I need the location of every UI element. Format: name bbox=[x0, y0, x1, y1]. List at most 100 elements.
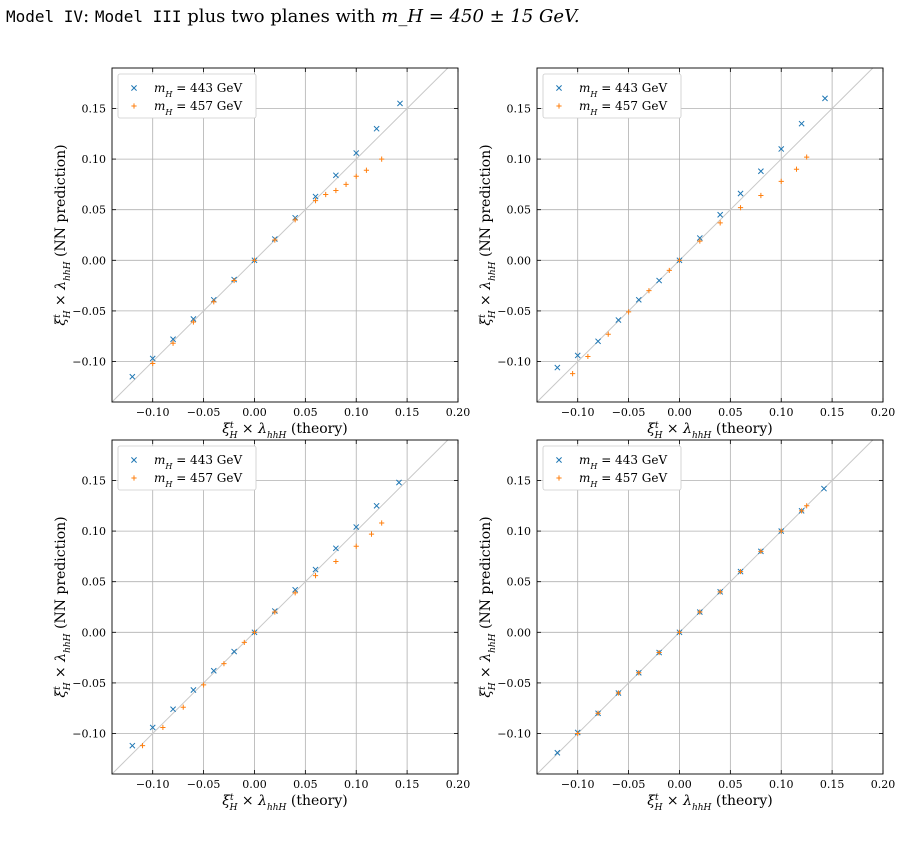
data-point-457 bbox=[575, 730, 581, 737]
x-tick-label: 0.05 bbox=[293, 778, 318, 791]
data-point-457 bbox=[737, 568, 744, 575]
caption-model-label: Model IV bbox=[6, 7, 84, 26]
data-point-443 bbox=[554, 749, 561, 756]
data-point-457 bbox=[180, 704, 186, 710]
data-point-457 bbox=[312, 197, 319, 204]
y-tick-label: 0.10 bbox=[82, 525, 107, 538]
data-point-443 bbox=[717, 211, 724, 218]
data-point-457 bbox=[312, 573, 319, 579]
data-point-457 bbox=[793, 166, 800, 172]
data-point-443 bbox=[170, 706, 177, 713]
data-point-457 bbox=[251, 629, 258, 635]
data-point-443 bbox=[353, 150, 360, 156]
y-tick-label: 0.15 bbox=[507, 102, 532, 115]
y-tick-label: −0.05 bbox=[497, 305, 531, 318]
legend-box bbox=[117, 445, 257, 491]
plot-frame bbox=[111, 439, 459, 775]
x-tick-label: 0.05 bbox=[718, 778, 743, 791]
diagonal-line bbox=[111, 67, 449, 403]
x-tick-label: −0.05 bbox=[612, 778, 646, 791]
data-point-457 bbox=[697, 238, 703, 244]
data-point-457 bbox=[292, 217, 298, 223]
data-point-457 bbox=[758, 548, 764, 554]
x-tick-label: −0.05 bbox=[187, 778, 221, 791]
data-point-457 bbox=[251, 257, 258, 263]
data-point-443 bbox=[798, 120, 805, 127]
y-tick-label: 0.00 bbox=[82, 254, 107, 267]
legend-label-457: mH = 457 GeV bbox=[154, 471, 242, 489]
data-point-443 bbox=[778, 146, 785, 152]
x-axis-label: ξt H × λhhH (theory) bbox=[222, 421, 348, 441]
data-point-443 bbox=[822, 95, 828, 102]
data-point-457 bbox=[798, 508, 805, 514]
caption-text: plus two planes with bbox=[181, 6, 382, 27]
y-tick-label: 0.15 bbox=[507, 474, 532, 487]
data-point-457 bbox=[323, 191, 329, 198]
data-point-443 bbox=[595, 338, 602, 345]
data-point-443 bbox=[332, 172, 339, 179]
data-point-457 bbox=[595, 710, 601, 716]
chart-panel-3: −0.10 −0.05 0.00 0.05 0.10 0.15 0.20 −0.10 −0.05… bbox=[53, 439, 471, 813]
data-point-457 bbox=[646, 288, 652, 294]
data-point-443 bbox=[170, 336, 177, 343]
data-point-457 bbox=[717, 589, 723, 595]
legend-box bbox=[542, 73, 682, 119]
data-point-443 bbox=[210, 667, 217, 674]
y-tick-label: −0.10 bbox=[72, 728, 106, 741]
data-point-443 bbox=[373, 125, 380, 132]
data-point-443 bbox=[574, 352, 581, 359]
data-point-443 bbox=[396, 479, 402, 486]
y-tick-label: 0.10 bbox=[507, 525, 532, 538]
legend-label-443: mH = 443 GeV bbox=[579, 453, 667, 471]
legend-marker-457 bbox=[556, 103, 562, 109]
x-tick-label: −0.10 bbox=[561, 406, 595, 419]
data-point-457 bbox=[272, 237, 278, 243]
data-point-457 bbox=[605, 331, 611, 337]
y-axis-label: ξtH × λhhH (NN prediction) bbox=[478, 516, 498, 697]
y-axis-label: ξtH × λhhH (NN prediction) bbox=[53, 144, 73, 325]
data-point-443 bbox=[231, 648, 238, 655]
data-point-457 bbox=[139, 743, 146, 749]
data-point-443 bbox=[129, 373, 136, 380]
legend-label-443: mH = 443 GeV bbox=[154, 453, 242, 471]
x-tick-label: 0.15 bbox=[820, 778, 845, 791]
x-tick-label: 0.20 bbox=[871, 778, 896, 791]
legend-marker-457 bbox=[556, 475, 562, 481]
data-point-457 bbox=[190, 319, 197, 325]
data-point-457 bbox=[778, 178, 784, 184]
x-tick-label: 0.15 bbox=[820, 406, 845, 419]
data-point-457 bbox=[221, 661, 227, 667]
data-point-443 bbox=[312, 566, 319, 573]
data-point-457 bbox=[150, 360, 156, 367]
data-point-457 bbox=[676, 257, 683, 263]
data-point-457 bbox=[697, 609, 703, 615]
y-axis-label: ξtH × λhhH (NN prediction) bbox=[478, 144, 498, 325]
data-point-443 bbox=[353, 524, 360, 530]
data-point-457 bbox=[804, 154, 810, 160]
data-point-457 bbox=[292, 590, 298, 596]
data-point-443 bbox=[129, 742, 136, 749]
y-tick-label: 0.15 bbox=[82, 474, 107, 487]
x-tick-label: 0.00 bbox=[242, 778, 267, 791]
data-point-457 bbox=[737, 205, 744, 211]
legend-marker-457 bbox=[131, 475, 137, 481]
y-tick-label: −0.05 bbox=[72, 677, 106, 690]
legend-label-443: mH = 443 GeV bbox=[154, 81, 242, 99]
x-tick-label: 0.05 bbox=[718, 406, 743, 419]
data-point-443 bbox=[149, 724, 156, 731]
data-point-457 bbox=[676, 629, 683, 635]
plot-frame bbox=[536, 67, 884, 403]
chart-panel-2: −0.10 −0.05 0.00 0.05 0.10 0.15 0.20 −0.10 −0.05… bbox=[478, 67, 895, 441]
data-point-457 bbox=[656, 649, 662, 656]
plot-frame bbox=[111, 67, 459, 403]
data-point-457 bbox=[333, 558, 339, 565]
data-point-443 bbox=[615, 317, 622, 323]
x-tick-label: 0.20 bbox=[446, 778, 471, 791]
data-point-457 bbox=[636, 670, 642, 676]
diagonal-line bbox=[111, 439, 449, 775]
data-point-457 bbox=[758, 192, 764, 199]
x-axis-label: ξt H × λhhH (theory) bbox=[647, 793, 773, 813]
y-tick-label: −0.10 bbox=[497, 356, 531, 369]
x-tick-label: 0.15 bbox=[395, 406, 420, 419]
data-point-443 bbox=[554, 364, 561, 371]
